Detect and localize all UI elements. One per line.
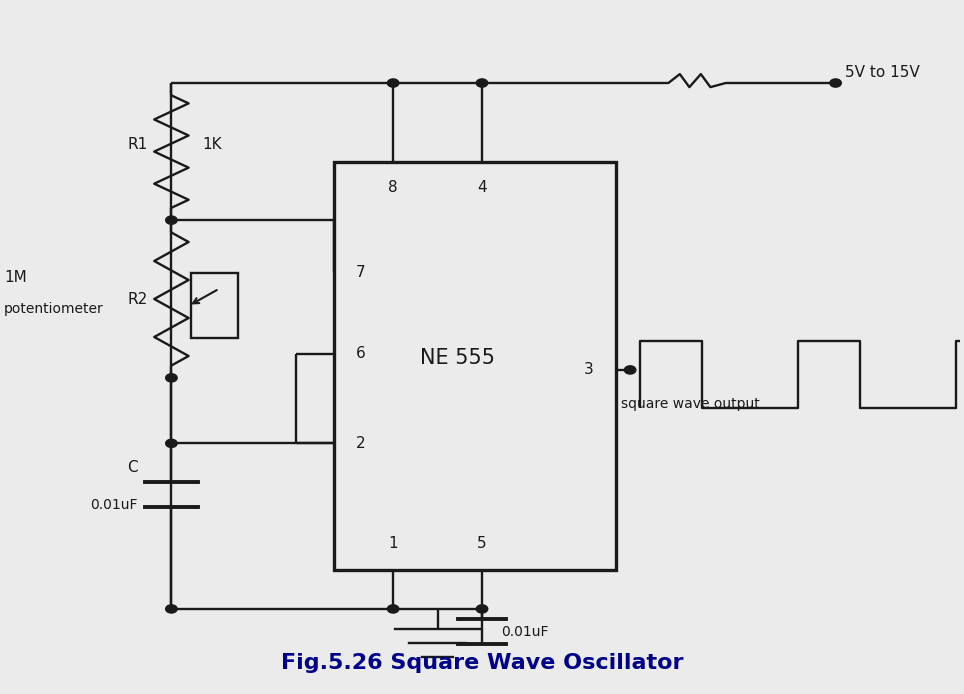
Text: 7: 7 bbox=[356, 264, 365, 280]
Circle shape bbox=[625, 366, 636, 374]
Circle shape bbox=[830, 79, 842, 87]
Text: R2: R2 bbox=[127, 291, 147, 307]
Bar bbox=[334, 162, 616, 570]
Text: square wave output: square wave output bbox=[621, 398, 760, 412]
Text: potentiometer: potentiometer bbox=[4, 303, 104, 316]
Text: 5V to 15V: 5V to 15V bbox=[845, 65, 920, 80]
Circle shape bbox=[166, 439, 177, 448]
Text: 0.01uF: 0.01uF bbox=[501, 625, 549, 638]
Circle shape bbox=[166, 604, 177, 613]
Text: 3: 3 bbox=[584, 362, 594, 378]
Bar bbox=[191, 273, 238, 339]
Text: 4: 4 bbox=[477, 180, 487, 196]
Text: 5: 5 bbox=[477, 536, 487, 551]
Text: NE 555: NE 555 bbox=[420, 348, 495, 368]
Text: 6: 6 bbox=[356, 346, 365, 361]
Circle shape bbox=[166, 374, 177, 382]
Circle shape bbox=[388, 604, 399, 613]
Text: 1: 1 bbox=[388, 536, 398, 551]
Text: 8: 8 bbox=[388, 180, 398, 196]
Text: R1: R1 bbox=[127, 137, 147, 152]
Text: C: C bbox=[127, 460, 138, 475]
Text: 1K: 1K bbox=[202, 137, 222, 152]
Text: 0.01uF: 0.01uF bbox=[91, 498, 138, 512]
Circle shape bbox=[476, 79, 488, 87]
Text: Fig.5.26 Square Wave Oscillator: Fig.5.26 Square Wave Oscillator bbox=[281, 652, 683, 672]
Circle shape bbox=[166, 216, 177, 224]
Text: 2: 2 bbox=[356, 436, 365, 451]
Circle shape bbox=[476, 604, 488, 613]
Circle shape bbox=[388, 79, 399, 87]
Text: 1M: 1M bbox=[4, 270, 27, 285]
